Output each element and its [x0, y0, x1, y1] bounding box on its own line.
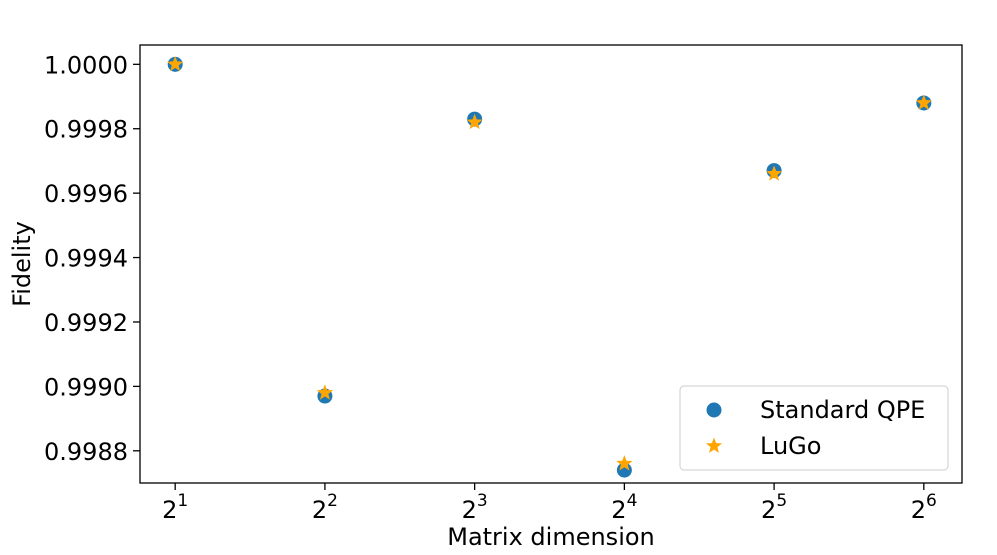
x-axis-label: Matrix dimension: [447, 523, 655, 551]
legend: Standard QPE LuGo: [679, 385, 949, 471]
lugo-point: [616, 455, 633, 471]
y-tick-label: 1.0000: [44, 51, 128, 79]
y-tick-label: 0.9992: [44, 309, 128, 337]
y-tick-label: 0.9988: [44, 438, 128, 466]
x-axis: 21 22 23 24 25 26: [162, 483, 937, 524]
x-tick-label: 25: [761, 491, 787, 524]
lugo-point: [167, 55, 184, 72]
legend-label: Standard QPE: [760, 396, 925, 424]
x-tick-label: 24: [611, 491, 637, 524]
x-tick-label: 21: [162, 491, 188, 524]
data-markers: [167, 55, 932, 478]
y-tick-label: 0.9990: [44, 373, 128, 401]
x-tick-label: 22: [312, 491, 338, 524]
x-tick-label: 26: [911, 491, 937, 524]
y-tick-label: 0.9998: [44, 116, 128, 144]
legend-marker: [705, 437, 723, 453]
y-tick-label: 0.9996: [44, 180, 128, 208]
y-axis: 0.9988 0.9990 0.9992 0.9994 0.9996 0.9998 1.00…: [44, 51, 140, 466]
lugo-point: [466, 113, 483, 130]
x-tick-label: 23: [462, 491, 488, 524]
legend-box: [679, 385, 949, 471]
legend-label: LuGo: [760, 432, 821, 460]
lugo-point: [915, 94, 932, 110]
plot-frame: [139, 44, 963, 484]
lugo-point: [316, 384, 333, 400]
y-tick-label: 0.9994: [44, 245, 128, 273]
lugo-point: [766, 165, 783, 181]
legend-marker: [706, 402, 722, 418]
y-axis-label: Fidelity: [8, 221, 36, 307]
